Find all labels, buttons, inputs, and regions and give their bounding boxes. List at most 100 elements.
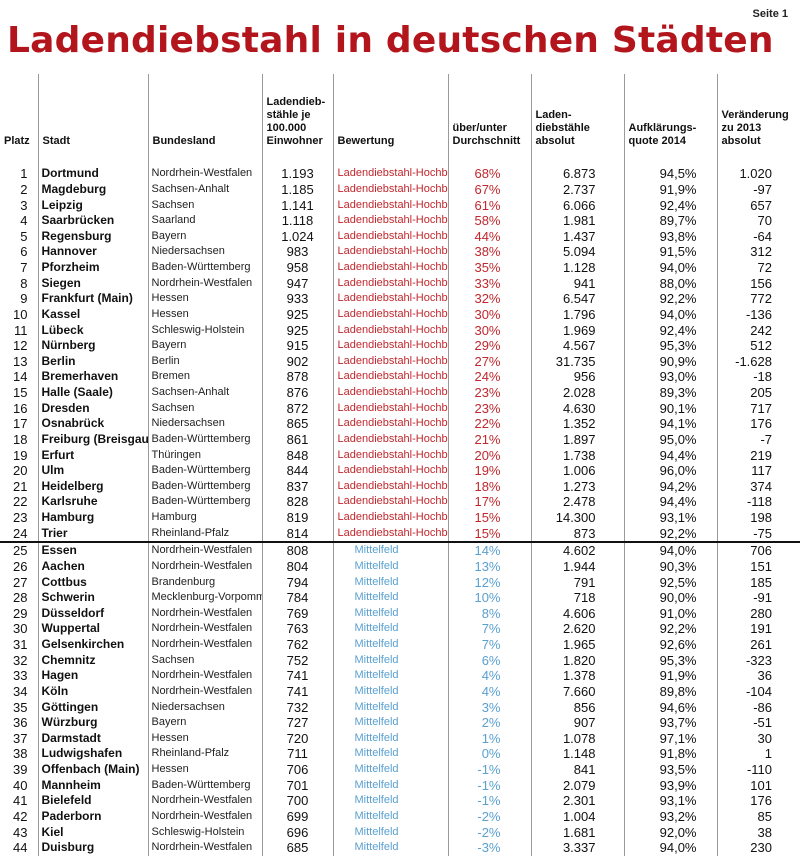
rating-cell: Ladendiebstahl-Hochburg bbox=[332, 509, 448, 526]
table-row: 14 Bremerhaven Bremen 878 Ladendiebstahl-Hoc… bbox=[0, 369, 800, 385]
rank-cell: 30 bbox=[13, 621, 28, 637]
absolute-cell: 1.981 bbox=[530, 212, 624, 229]
city-cell: Karlsruhe bbox=[37, 494, 148, 510]
state-cell: Baden-Württemberg bbox=[147, 494, 262, 510]
per-100k-cell: 915 bbox=[261, 337, 333, 354]
per-100k-cell: 1.024 bbox=[261, 228, 333, 245]
clearance-cell: 94,0% bbox=[623, 306, 717, 323]
table-row: 15 Halle (Saale) Sachsen-Anhalt 876 Ladendie… bbox=[0, 384, 800, 401]
clearance-cell: 94,0% bbox=[623, 542, 717, 559]
vs-average-cell: 15% bbox=[447, 525, 531, 543]
change-cell: 38 bbox=[716, 824, 800, 840]
vs-average-cell: 7% bbox=[447, 621, 531, 637]
state-cell: Bayern bbox=[147, 714, 262, 731]
rank-cell: 35 bbox=[13, 699, 28, 715]
vs-average-cell: 24% bbox=[447, 369, 531, 385]
absolute-cell: 4.567 bbox=[530, 337, 624, 354]
city-cell: Trier bbox=[37, 525, 148, 543]
change-cell: -104 bbox=[716, 683, 800, 700]
rank-cell: 11 bbox=[14, 322, 28, 338]
rank-cell: 34 bbox=[13, 683, 28, 699]
change-cell: -75 bbox=[716, 525, 800, 543]
rank-cell: 41 bbox=[13, 793, 28, 809]
city-cell: Dresden bbox=[37, 400, 148, 416]
absolute-cell: 6.066 bbox=[530, 197, 624, 213]
rank-cell: 20 bbox=[13, 463, 28, 479]
table-row: 1 Dortmund Nordrhein-Westfalen 1.193 Ladendi… bbox=[0, 166, 800, 182]
rating-cell: Ladendiebstahl-Hochburg bbox=[332, 275, 448, 291]
change-cell: -18 bbox=[716, 369, 800, 385]
absolute-cell: 1.148 bbox=[530, 746, 624, 762]
clearance-cell: 93,1% bbox=[623, 509, 717, 526]
vs-average-cell: 29% bbox=[447, 337, 531, 354]
change-cell: 191 bbox=[716, 621, 800, 637]
rank-cell: 29 bbox=[13, 605, 28, 621]
rating-cell: Ladendiebstahl-Hochburg bbox=[332, 400, 448, 416]
rating-cell: Mittelfeld bbox=[332, 558, 448, 575]
absolute-cell: 1.897 bbox=[530, 431, 624, 448]
state-cell: Thüringen bbox=[147, 447, 262, 463]
rating-cell: Ladendiebstahl-Hochburg bbox=[332, 181, 448, 198]
rank-cell: 32 bbox=[13, 652, 28, 668]
change-cell: -7 bbox=[716, 431, 800, 448]
table-row: 34 Köln Nordrhein-Westfalen 741 Mittelfeld 4%… bbox=[0, 683, 800, 700]
vs-average-cell: 44% bbox=[447, 228, 531, 245]
change-cell: -91 bbox=[716, 589, 800, 606]
per-100k-cell: 925 bbox=[261, 306, 333, 323]
clearance-cell: 92,0% bbox=[623, 824, 717, 840]
clearance-cell: 92,4% bbox=[623, 322, 717, 338]
city-cell: Bremerhaven bbox=[37, 369, 148, 385]
absolute-cell: 956 bbox=[530, 369, 624, 385]
clearance-cell: 90,1% bbox=[623, 400, 717, 416]
change-cell: -51 bbox=[716, 714, 800, 731]
clearance-cell: 91,9% bbox=[623, 668, 717, 684]
state-cell: Nordrhein-Westfalen bbox=[147, 808, 262, 825]
rating-cell: Ladendiebstahl-Hochburg bbox=[332, 384, 448, 401]
rating-cell: Mittelfeld bbox=[332, 839, 448, 856]
per-100k-cell: 1.185 bbox=[261, 181, 333, 198]
table-row: 44 Duisburg Nordrhein-Westfalen 685 Mittelfe… bbox=[0, 839, 800, 856]
per-100k-cell: 958 bbox=[261, 259, 333, 276]
vs-average-cell: -3% bbox=[447, 839, 531, 856]
city-cell: Mannheim bbox=[37, 777, 148, 793]
per-100k-cell: 763 bbox=[261, 621, 333, 637]
change-cell: 156 bbox=[716, 275, 800, 291]
vs-average-cell: 4% bbox=[447, 668, 531, 684]
clearance-cell: 94,4% bbox=[623, 494, 717, 510]
absolute-cell: 1.004 bbox=[530, 808, 624, 825]
state-cell: Nordrhein-Westfalen bbox=[147, 793, 262, 809]
table-row: 31 Gelsenkirchen Nordrhein-Westfalen 762 Mit… bbox=[0, 636, 800, 653]
city-cell: Wuppertal bbox=[37, 621, 148, 637]
absolute-cell: 2.737 bbox=[530, 181, 624, 198]
vs-average-cell: 15% bbox=[447, 509, 531, 526]
city-cell: Gelsenkirchen bbox=[37, 636, 148, 653]
rating-cell: Mittelfeld bbox=[332, 714, 448, 731]
state-cell: Sachsen bbox=[147, 400, 262, 416]
rank-cell: 27 bbox=[13, 574, 28, 590]
clearance-cell: 92,4% bbox=[623, 197, 717, 213]
change-cell: 242 bbox=[716, 322, 800, 338]
absolute-cell: 1.944 bbox=[530, 558, 624, 575]
vs-average-cell: 35% bbox=[447, 259, 531, 276]
city-cell: Lübeck bbox=[37, 322, 148, 338]
change-cell: -136 bbox=[716, 306, 800, 323]
change-cell: 230 bbox=[716, 839, 800, 856]
clearance-cell: 94,4% bbox=[623, 447, 717, 463]
table-row: 26 Aachen Nordrhein-Westfalen 804 Mittelfeld… bbox=[0, 558, 800, 575]
vs-average-cell: -1% bbox=[447, 777, 531, 793]
vs-average-cell: -2% bbox=[447, 808, 531, 825]
city-cell: Paderborn bbox=[37, 808, 148, 825]
rank-cell: 28 bbox=[13, 590, 28, 606]
rating-cell: Ladendiebstahl-Hochburg bbox=[332, 525, 448, 543]
state-cell: Baden-Württemberg bbox=[147, 431, 262, 448]
clearance-cell: 94,6% bbox=[623, 699, 717, 715]
absolute-cell: 5.094 bbox=[530, 244, 624, 260]
city-cell: Nürnberg bbox=[37, 337, 148, 354]
vs-average-cell: 2% bbox=[447, 714, 531, 731]
table-row: 25 Essen Nordrhein-Westfalen 808 Mittelfeld 1… bbox=[0, 542, 800, 559]
change-cell: 706 bbox=[716, 542, 800, 559]
rank-cell: 5 bbox=[20, 228, 28, 244]
rating-cell: Mittelfeld bbox=[332, 652, 448, 668]
table-row: 28 SchwerinMecklenburg-Vorpommern784Mitte… bbox=[0, 589, 800, 606]
city-cell: Hagen bbox=[37, 668, 148, 684]
